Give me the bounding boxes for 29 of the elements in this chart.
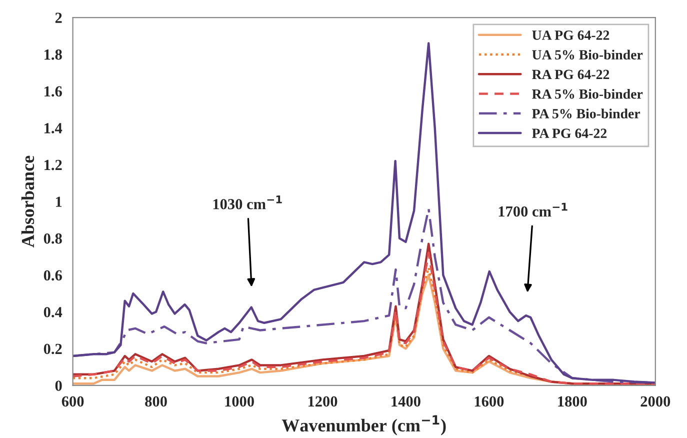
- x-tick-label: 1200: [308, 396, 338, 407]
- y-tick-label: 0.8: [44, 233, 62, 244]
- x-tick-label: 1800: [558, 396, 587, 407]
- x-tick-label: 600: [62, 396, 84, 407]
- x-axis-title: Wavenumber (cm$^{−1}$): [282, 415, 446, 436]
- legend-label: UA PG 64-22: [532, 30, 610, 40]
- legend-label: PA 5% Bio-binder: [532, 108, 640, 118]
- legend-label: RA 5% Bio-binder: [532, 88, 643, 99]
- y-tick-label: 0.6: [44, 270, 62, 281]
- y-tick-label: 1: [56, 196, 62, 207]
- x-tick-label: 2000: [640, 396, 670, 407]
- x-tick-label: 1600: [474, 396, 504, 407]
- legend-label: UA 5% Bio-binder: [532, 50, 643, 60]
- annotation: 1700 cm$^{−1}$: [498, 202, 568, 217]
- y-tick-label: 0.2: [44, 344, 62, 354]
- legend-label: PA PG 64-22: [532, 128, 607, 138]
- y-tick-label: 0: [55, 380, 62, 391]
- x-tick-label: 800: [145, 396, 167, 407]
- y-tick-label: 1.4: [44, 123, 62, 134]
- annotation: 1030 cm$^{−1}$: [213, 196, 282, 210]
- y-tick-label: 1.2: [44, 160, 62, 170]
- x-tick-label: 1400: [392, 396, 420, 407]
- y-axis-title: Absorbance: [21, 156, 34, 248]
- legend-label: RA PG 64-22: [532, 70, 610, 80]
- y-tick-label: 1.6: [44, 86, 62, 97]
- x-tick-label: 1000: [225, 396, 254, 407]
- y-tick-label: 0.4: [44, 306, 62, 318]
- y-tick-label: 1.8: [44, 49, 62, 60]
- y-tick-label: 2: [55, 12, 62, 23]
